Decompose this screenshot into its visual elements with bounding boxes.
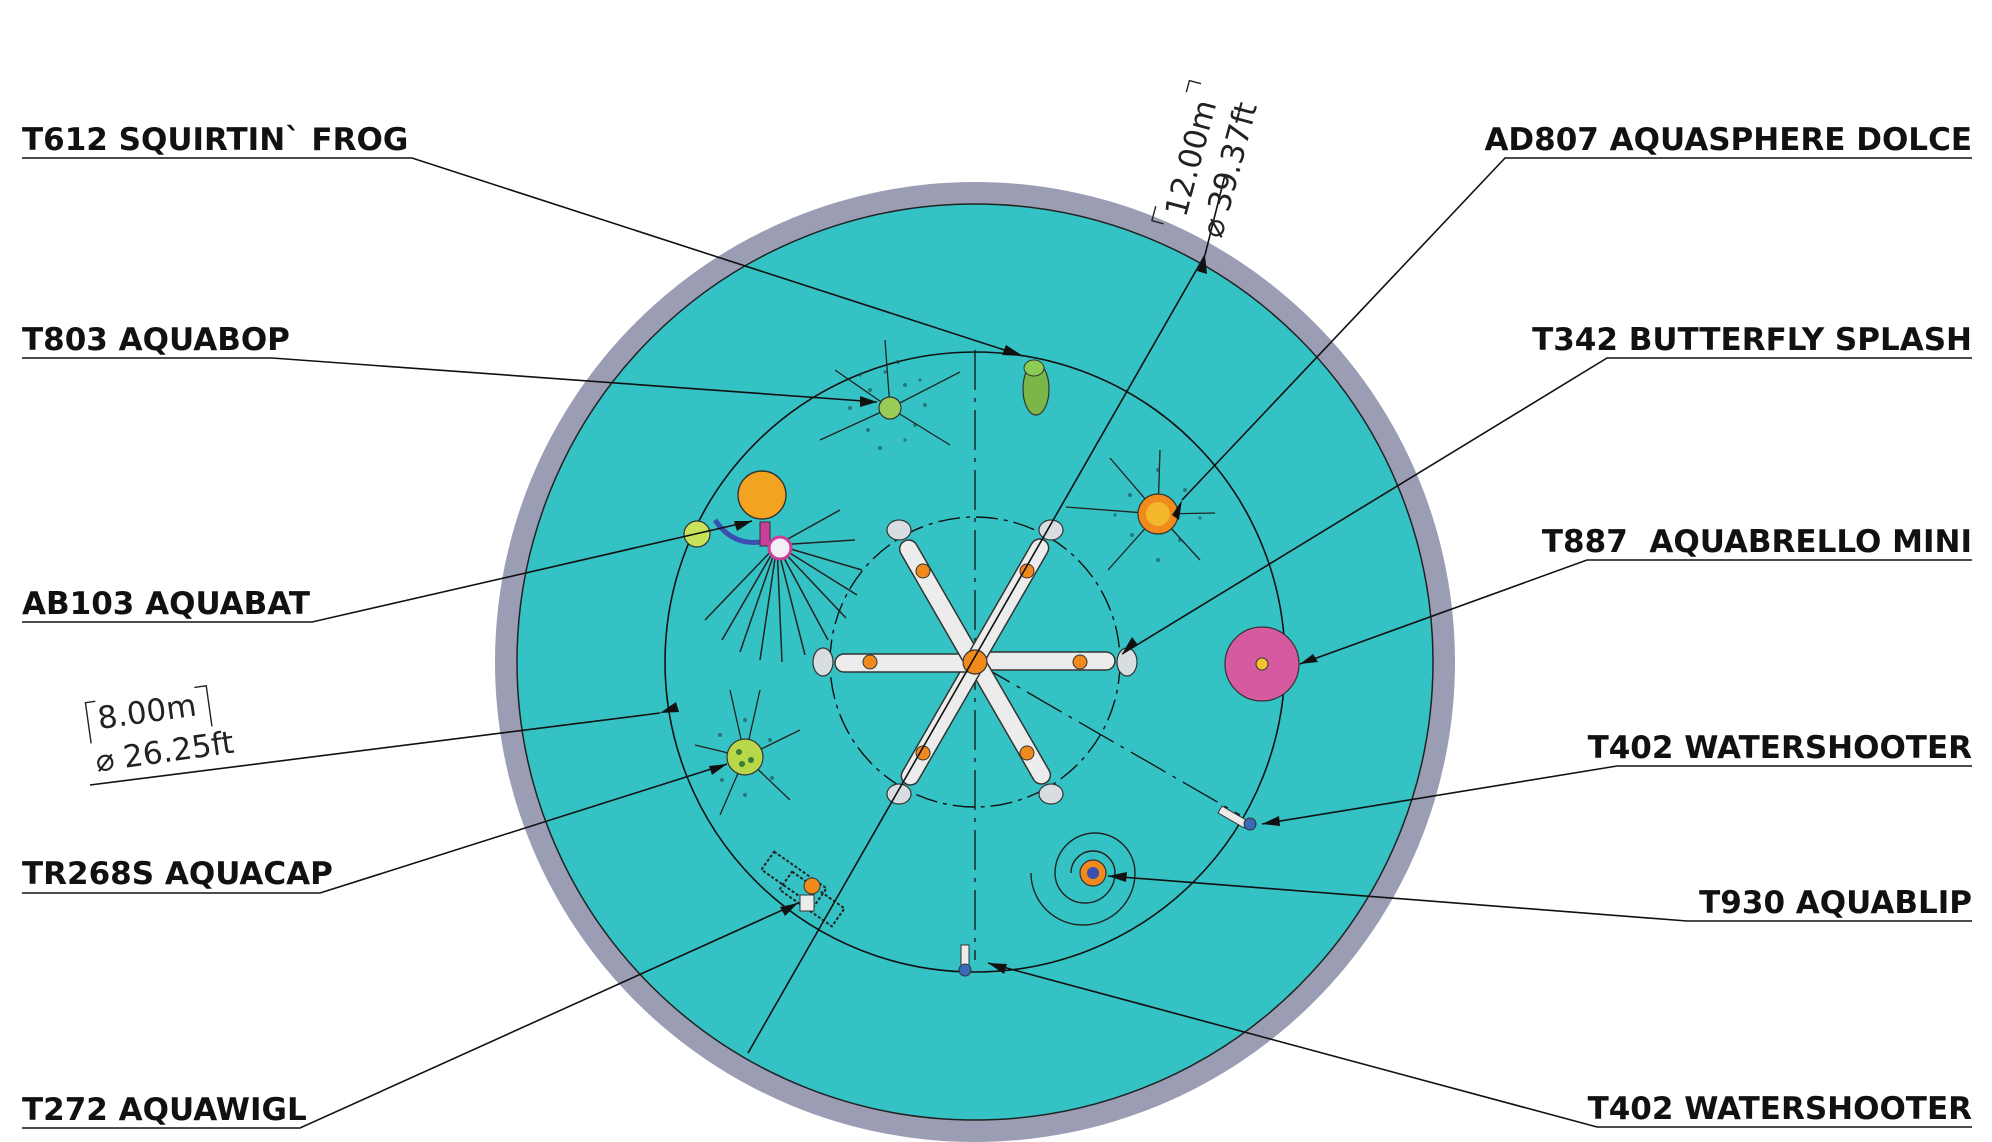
- arm-cap: [812, 647, 834, 677]
- leader-aquablip: [1107, 875, 1972, 922]
- inner-dimension-metric: 8.00m: [95, 688, 198, 737]
- arm-nozzle: [1072, 654, 1088, 670]
- leader-aquabop: [22, 357, 878, 403]
- label-watershooter-right: T402 WATERSHOOTER: [1588, 730, 1973, 766]
- arm-nozzle: [1019, 745, 1035, 761]
- arm-cap: [1116, 647, 1138, 677]
- aquacap-feature: [694, 689, 801, 816]
- outer-diameter-symbol: ⌀: [1194, 214, 1234, 241]
- leader-butterfly: [1121, 357, 1972, 655]
- label-butterfly: T342 BUTTERFLY SPLASH: [1532, 322, 1972, 358]
- arm-cap: [1038, 783, 1064, 805]
- label-aquawigl: T272 AQUAWIGL: [22, 1092, 307, 1128]
- callout-labels: T612 SQUIRTIN` FROG T803 AQUABOP AB103 A…: [22, 122, 1972, 1128]
- arm-cap: [886, 783, 912, 805]
- arm-nozzle: [862, 654, 878, 670]
- spray-arm: [834, 653, 976, 673]
- label-aquasphere: AD807 AQUASPHERE DOLCE: [1484, 122, 1972, 158]
- leader-aquasphere: [1181, 157, 1972, 501]
- leader-aquabat: [22, 520, 753, 623]
- label-aquablip: T930 AQUABLIP: [1699, 885, 1972, 921]
- leader-watershooter-right: [1261, 765, 1972, 825]
- watershooter-bottom-feature: [958, 944, 972, 977]
- frog-feature: [1022, 359, 1050, 416]
- leader-arrowheads: [660, 255, 1318, 974]
- label-watershooter-bottom: T402 WATERSHOOTER: [1588, 1091, 1973, 1127]
- leader-aquawigl: [22, 902, 799, 1129]
- aquasphere-feature: [1065, 449, 1216, 571]
- diag-centerline: [974, 661, 1241, 816]
- arm-nozzle: [1019, 563, 1035, 579]
- arm-cap: [886, 519, 912, 541]
- leader-frog: [22, 157, 1024, 357]
- label-aquacap: TR268S AQUACAP: [22, 856, 333, 892]
- leader-aquabrello: [1299, 559, 1972, 665]
- watershooter-right-feature: [1217, 805, 1257, 831]
- aquabat-feature: [683, 470, 863, 663]
- label-frog: T612 SQUIRTIN` FROG: [22, 122, 408, 158]
- spray-arm: [974, 651, 1116, 671]
- label-aquabop: T803 AQUABOP: [22, 322, 290, 358]
- leader-watershooter-bottom: [987, 962, 1972, 1128]
- leader-inner-dimension: [89, 712, 661, 786]
- label-aquabrello: T887 AQUABRELLO MINI: [1542, 524, 1972, 560]
- label-aquabat: AB103 AQUABAT: [22, 586, 310, 622]
- leader-aquacap: [22, 763, 728, 894]
- arm-nozzle: [915, 563, 931, 579]
- aquabrello-feature: [1224, 626, 1300, 702]
- inner-diameter-symbol: ⌀: [93, 741, 117, 779]
- aquawigl-feature: [760, 850, 846, 928]
- outer-dimension: 12.00m ⌀ 39.37ft: [1151, 79, 1265, 241]
- inner-dimension: 8.00m ⌀ 26.25ft: [84, 684, 236, 780]
- aquabop-feature: [819, 339, 961, 450]
- aquablip-feature: [1030, 832, 1136, 926]
